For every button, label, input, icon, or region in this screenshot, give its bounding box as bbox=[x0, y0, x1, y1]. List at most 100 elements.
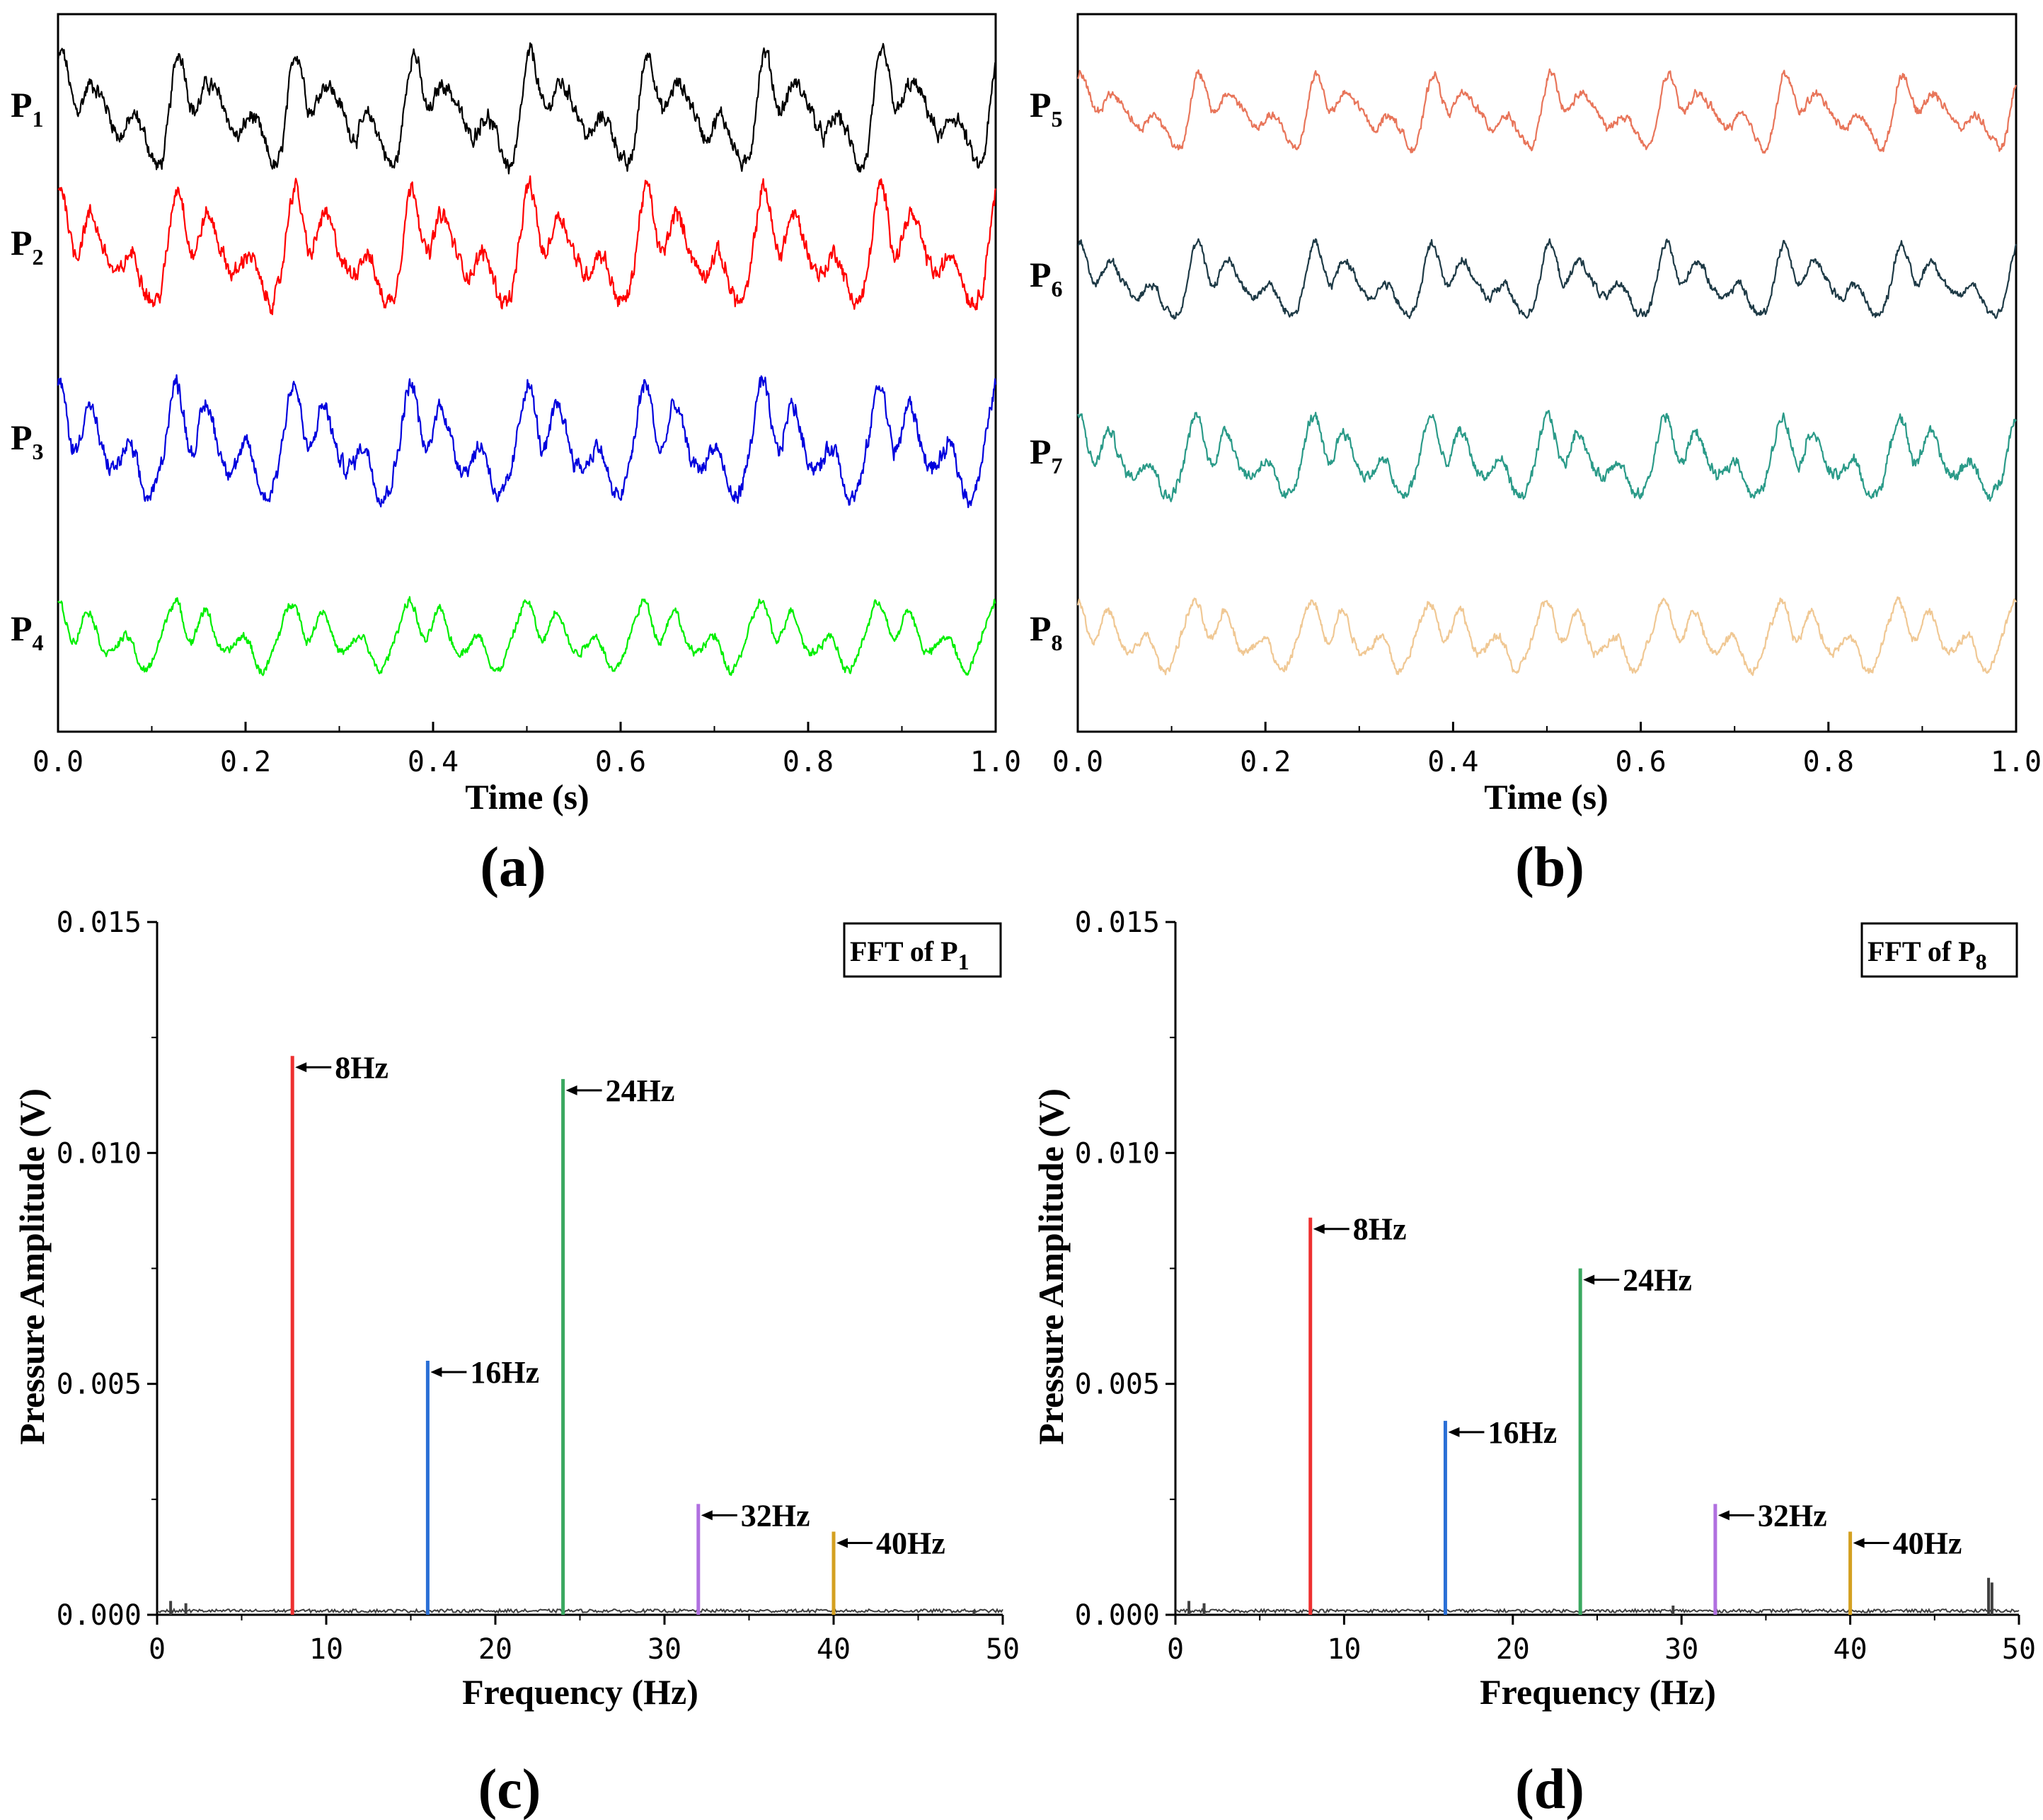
panel-c-y-axis-title: Pressure Amplitude (V) bbox=[12, 1088, 52, 1445]
panel-a-x-axis-title: Time (s) bbox=[465, 777, 589, 817]
row-label-main: P bbox=[11, 609, 33, 648]
panel-d-title-box: FFT of P8 bbox=[1860, 922, 2018, 978]
panel-b-x-axis-title: Time (s) bbox=[1484, 777, 1608, 817]
x-tick-label: 0 bbox=[149, 1633, 166, 1666]
panel-a-x-ticks: 0.0 0.2 0.4 0.6 0.8 1.0 bbox=[33, 722, 1021, 778]
panel-c-ticks: 0 10 20 30 40 50 0.000 0.005 0.010 0.015 bbox=[57, 906, 1020, 1666]
x-tick-label: 30 bbox=[648, 1633, 681, 1666]
panel-d-ticks: 0 10 20 30 40 50 0.000 0.005 0.010 0.015 bbox=[1075, 906, 2037, 1666]
x-tick-label: 0.8 bbox=[783, 746, 834, 778]
panel-c-title-box-frame bbox=[843, 922, 1002, 978]
series-line-p7 bbox=[1076, 410, 2017, 502]
y-tick-label: 0.010 bbox=[1075, 1137, 1160, 1170]
row-label-main: P bbox=[1030, 85, 1052, 125]
y-tick-label: 0.000 bbox=[1075, 1599, 1160, 1632]
panel-b-series-lines bbox=[1076, 68, 2018, 676]
x-tick-label: 0.6 bbox=[1615, 746, 1666, 778]
x-tick-label: 20 bbox=[478, 1633, 512, 1666]
peak-arrow-head bbox=[701, 1510, 713, 1521]
row-label-sub: 8 bbox=[1052, 630, 1063, 655]
row-label-sub: 4 bbox=[33, 630, 44, 655]
peak-label-8hz: 8Hz bbox=[335, 1050, 389, 1085]
x-tick-label: 50 bbox=[2002, 1633, 2036, 1666]
panel-a-label: (a) bbox=[480, 836, 546, 899]
x-tick-label: 50 bbox=[986, 1633, 1020, 1666]
peak-arrow-head bbox=[1853, 1538, 1865, 1548]
y-tick-label: 0.005 bbox=[57, 1369, 142, 1401]
row-label-p7: P7 bbox=[1030, 432, 1063, 478]
peak-arrow-head bbox=[836, 1538, 848, 1548]
peak-arrow-head bbox=[430, 1367, 442, 1378]
series-line-p2 bbox=[57, 175, 997, 316]
x-tick-label: 10 bbox=[1327, 1633, 1361, 1666]
row-label-p1: P1 bbox=[11, 85, 44, 132]
panel-c-title-box: FFT of P1 bbox=[843, 922, 1002, 978]
series-line-p1 bbox=[57, 42, 997, 175]
x-tick-label: 0.0 bbox=[1052, 746, 1103, 778]
noise-floor bbox=[156, 1607, 1003, 1614]
series-line-p5 bbox=[1077, 68, 2018, 154]
peak-arrow-head bbox=[295, 1062, 307, 1073]
row-label-p6: P6 bbox=[1030, 255, 1063, 301]
row-label-sub: 7 bbox=[1052, 453, 1063, 478]
x-tick-label: 10 bbox=[309, 1633, 343, 1666]
peak-arrow-head bbox=[1313, 1223, 1325, 1234]
row-label-p3: P3 bbox=[11, 417, 44, 464]
x-tick-label: 0.8 bbox=[1803, 746, 1854, 778]
panel-c-peak-labels: 8Hz 16Hz 24Hz 32Hz 40Hz bbox=[295, 1050, 945, 1561]
panel-d-title: FFT of P8 bbox=[1868, 935, 1987, 974]
x-tick-label: 0.6 bbox=[595, 746, 646, 778]
series-line-p4 bbox=[57, 596, 996, 676]
peak-arrow-head bbox=[1448, 1427, 1460, 1437]
panel-d-title-box-frame bbox=[1860, 922, 2018, 978]
y-tick-label: 0.010 bbox=[57, 1137, 142, 1170]
series-line-p8 bbox=[1076, 596, 2017, 676]
row-label-sub: 2 bbox=[33, 244, 44, 270]
peak-label-40hz: 40Hz bbox=[876, 1526, 945, 1561]
peak-label-32hz: 32Hz bbox=[741, 1498, 810, 1533]
series-line-p6 bbox=[1077, 238, 2018, 320]
series-line-p3 bbox=[57, 374, 997, 509]
noise-floor bbox=[1175, 1608, 2020, 1614]
panel-d-y-axis-title: Pressure Amplitude (V) bbox=[1031, 1088, 1071, 1445]
row-label-main: P bbox=[11, 223, 33, 263]
x-tick-label: 0 bbox=[1167, 1633, 1184, 1666]
peak-arrow-head bbox=[1583, 1274, 1595, 1285]
panel-c-x-axis-title: Frequency (Hz) bbox=[462, 1672, 698, 1712]
y-tick-label: 0.005 bbox=[1075, 1369, 1160, 1401]
panel-b-x-ticks: 0.0 0.2 0.4 0.6 0.8 1.0 bbox=[1052, 722, 2042, 778]
row-label-p8: P8 bbox=[1030, 609, 1063, 655]
panel-a-series-lines bbox=[57, 42, 997, 676]
y-tick-label: 0.015 bbox=[1075, 906, 1160, 939]
row-label-main: P bbox=[11, 417, 33, 457]
x-tick-label: 40 bbox=[817, 1633, 851, 1666]
x-tick-label: 1.0 bbox=[1991, 746, 2042, 778]
peak-label-24hz: 24Hz bbox=[1623, 1263, 1692, 1298]
panel-d-fft: 0 10 20 30 40 50 0.000 0.005 0.010 0.015 8Hz 16Hz 2… bbox=[1031, 906, 2036, 1820]
x-tick-label: 0.4 bbox=[408, 746, 459, 778]
x-tick-label: 0.2 bbox=[220, 746, 271, 778]
row-label-p2: P2 bbox=[11, 223, 44, 270]
panel-c-title: FFT of P1 bbox=[850, 935, 969, 974]
row-label-main: P bbox=[11, 85, 33, 125]
row-label-p5: P5 bbox=[1030, 85, 1063, 132]
row-label-p4: P4 bbox=[11, 609, 44, 655]
peak-arrow-head bbox=[1717, 1510, 1730, 1521]
panel-c-spectrum bbox=[156, 1056, 1003, 1615]
panel-d-label: (d) bbox=[1515, 1758, 1584, 1820]
x-tick-label: 20 bbox=[1496, 1633, 1530, 1666]
peak-label-16hz: 16Hz bbox=[470, 1355, 539, 1390]
x-tick-label: 0.2 bbox=[1240, 746, 1291, 778]
row-label-main: P bbox=[1030, 255, 1052, 294]
row-label-sub: 3 bbox=[33, 439, 44, 464]
row-label-sub: 5 bbox=[1052, 106, 1063, 132]
y-tick-label: 0.015 bbox=[57, 906, 142, 939]
peak-label-24hz: 24Hz bbox=[606, 1073, 675, 1108]
peak-label-32hz: 32Hz bbox=[1758, 1498, 1827, 1533]
row-label-sub: 6 bbox=[1052, 276, 1063, 301]
peak-label-8hz: 8Hz bbox=[1353, 1212, 1407, 1247]
peak-arrow-head bbox=[565, 1085, 577, 1095]
